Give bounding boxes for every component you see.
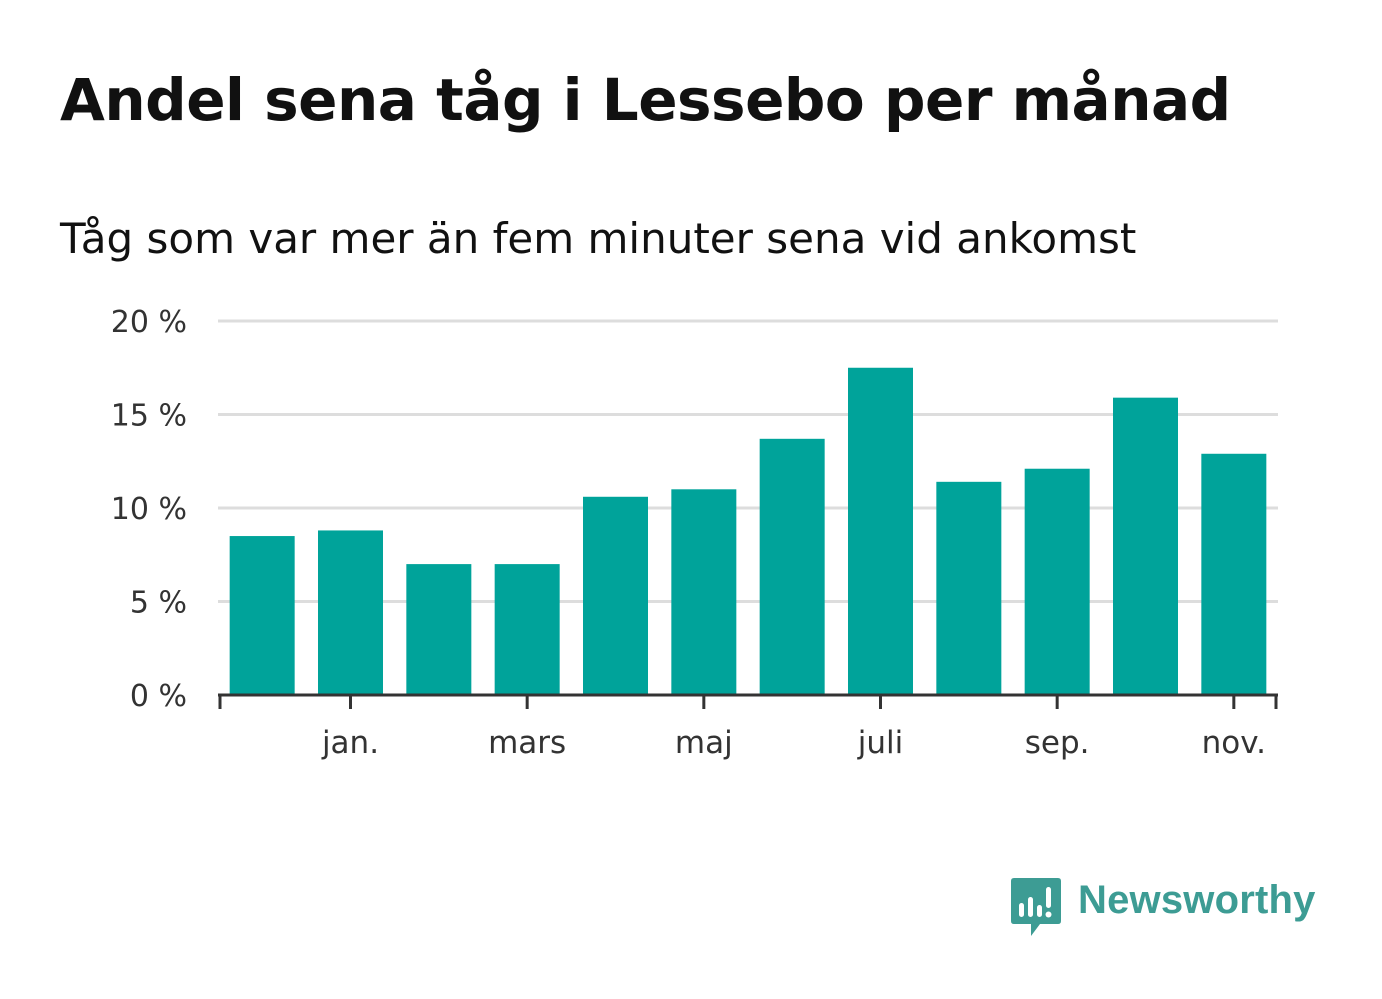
chart-subtitle: Tåg som var mer än fem minuter sena vid … [60,214,1137,263]
bar [848,367,913,695]
bar [1201,453,1267,695]
chart-title: Andel sena tåg i Lessebo per månad [60,66,1231,134]
bar [936,481,1002,695]
x-tick-label: mars [488,725,566,761]
bar [1113,397,1178,695]
bar [671,489,737,695]
x-axis [218,693,1278,709]
bar [229,536,295,695]
bar [759,438,825,695]
brand-footer: Newsworthy [1010,876,1316,942]
y-tick-label: 20 % [111,305,187,340]
bar [406,564,472,695]
brand-name: Newsworthy [1078,878,1316,922]
x-axis-labels: jan. mars maj juli sep. nov. [321,725,1266,761]
x-tick-label: sep. [1025,725,1090,761]
x-tick-label: maj [675,725,733,761]
y-axis-labels: 0 % 5 % 10 % 15 % 20 % [111,305,187,714]
bars [229,367,1267,695]
bar [318,530,383,695]
x-tick-label: nov. [1202,725,1266,761]
x-tick-label: jan. [321,725,379,761]
bar [494,564,560,695]
y-tick-label: 0 % [130,679,187,714]
gridlines [218,319,1278,603]
y-tick-label: 10 % [111,492,187,527]
newsworthy-logo-icon [1011,878,1061,936]
bar [1024,468,1090,695]
y-tick-label: 15 % [111,399,187,434]
y-tick-label: 5 % [130,586,187,621]
bar [583,496,648,695]
x-tick-label: juli [857,725,904,761]
